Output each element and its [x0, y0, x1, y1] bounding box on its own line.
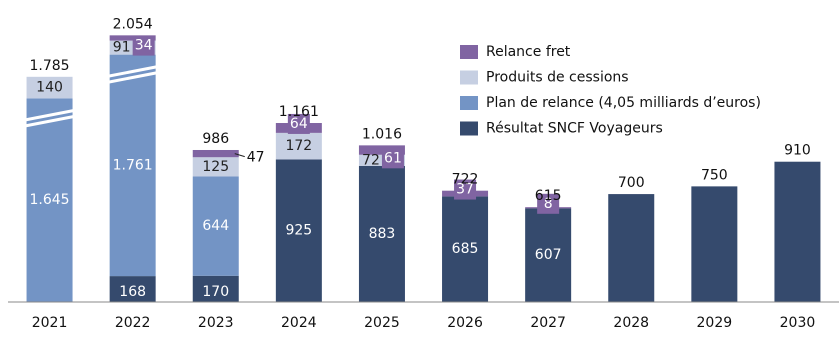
value-label: 61 [384, 150, 402, 166]
total-label: 722 [452, 172, 479, 188]
bar-segment [275, 132, 322, 160]
value-label: 140 [36, 80, 63, 96]
bar-segment [525, 208, 572, 302]
legend-label: Résultat SNCF Voyageurs [486, 121, 663, 137]
legend-swatch [460, 96, 478, 110]
axis-break [95, 65, 158, 81]
bar-segment [26, 98, 73, 302]
total-label: 1.161 [279, 104, 319, 120]
x-tick-label: 2022 [115, 315, 151, 331]
value-label: 883 [369, 226, 396, 242]
value-label: 47 [247, 150, 265, 166]
x-tick-label: 2028 [613, 315, 649, 331]
x-tick-label: 2023 [198, 315, 234, 331]
x-tick-label: 2026 [447, 315, 483, 331]
legend-label: Plan de relance (4,05 milliards d’euros) [486, 95, 761, 111]
leader-line [234, 153, 245, 158]
value-label: 125 [202, 159, 229, 175]
bar-segment [26, 76, 73, 99]
bar-segment [192, 149, 239, 158]
bar-segment [192, 176, 239, 276]
value-label: 1.761 [113, 157, 153, 173]
bar-segment [192, 275, 239, 302]
axis-break [12, 114, 75, 130]
bar-segment [691, 186, 738, 302]
value-label: 1.645 [30, 192, 70, 208]
value-label: 172 [285, 138, 312, 154]
bar-segment [192, 157, 239, 177]
label-box [454, 179, 477, 200]
legend-label: Produits de cessions [486, 70, 629, 86]
label-box [287, 113, 310, 134]
x-tick-label: 2029 [697, 315, 733, 331]
legend-swatch [460, 121, 478, 136]
x-tick-label: 2030 [780, 315, 816, 331]
total-label: 2.054 [113, 16, 153, 32]
label-box [381, 148, 404, 169]
bar-segment [358, 165, 405, 302]
bar-segment [109, 54, 156, 277]
value-label: 168 [119, 284, 146, 300]
legend-swatch [460, 45, 478, 59]
x-tick-label: 2021 [32, 315, 68, 331]
axis-break [12, 108, 75, 124]
legend-label: Relance fret [486, 44, 571, 60]
value-label: 72 [362, 152, 380, 168]
value-label: 64 [290, 116, 308, 132]
value-label: 8 [544, 196, 553, 212]
label-box [132, 35, 155, 56]
x-tick-label: 2027 [530, 315, 566, 331]
x-tick-label: 2025 [364, 315, 400, 331]
total-label: 615 [535, 188, 562, 204]
total-label: 700 [618, 175, 645, 191]
total-label: 986 [202, 131, 229, 147]
bar-segment [442, 196, 489, 302]
value-label: 607 [535, 247, 562, 263]
bar-segment [275, 159, 322, 302]
total-label: 1.016 [362, 126, 402, 142]
value-label: 34 [135, 38, 153, 54]
legend-swatch [460, 70, 478, 85]
value-label: 37 [456, 182, 474, 198]
bar-segment [774, 161, 821, 302]
value-label: 644 [202, 218, 229, 234]
label-box [537, 193, 560, 214]
axis-break [95, 71, 158, 87]
value-label: 91 [113, 40, 131, 56]
x-tick-label: 2024 [281, 315, 317, 331]
value-label: 170 [202, 284, 229, 300]
total-label: 910 [784, 143, 811, 159]
total-label: 750 [701, 167, 728, 183]
value-label: 685 [452, 241, 479, 257]
bar-segment [608, 194, 655, 302]
bar-segment [109, 276, 156, 302]
total-label: 1.785 [30, 58, 70, 74]
value-label: 925 [285, 223, 312, 239]
